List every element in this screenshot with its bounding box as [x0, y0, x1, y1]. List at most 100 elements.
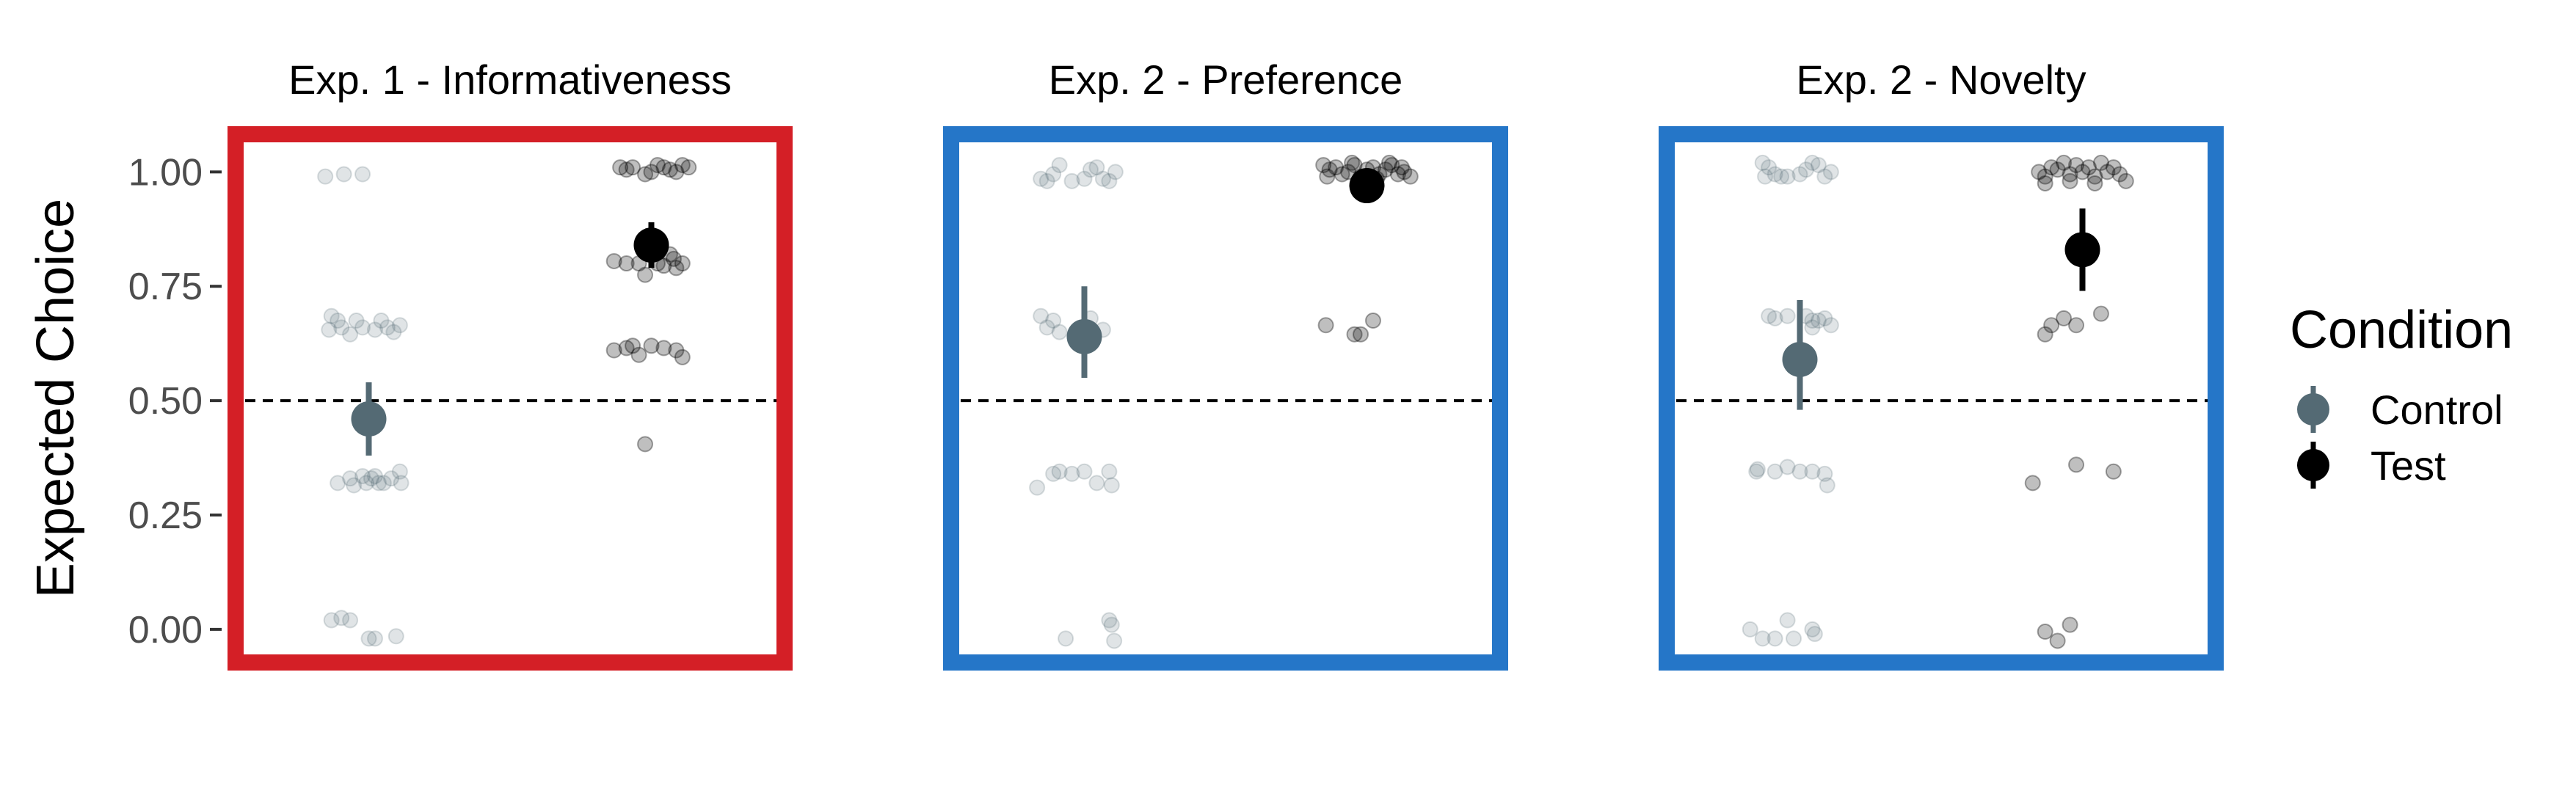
data-point	[1038, 172, 1055, 189]
data-point	[2037, 624, 2053, 640]
data-point	[1340, 164, 1357, 180]
data-point	[655, 159, 672, 176]
y-tick-label: 1.00	[128, 151, 203, 194]
data-point	[1797, 161, 1814, 178]
data-point	[668, 164, 685, 180]
data-point	[366, 630, 383, 647]
data-point	[674, 348, 691, 365]
data-point	[391, 463, 408, 480]
data-point	[655, 340, 672, 357]
data-point	[665, 250, 682, 267]
data-point	[354, 319, 371, 336]
data-point	[1076, 463, 1093, 480]
data-point	[1029, 479, 1046, 496]
data-point	[668, 260, 685, 277]
data-point	[2086, 168, 2103, 185]
data-point	[373, 313, 390, 329]
data-point	[385, 324, 402, 340]
data-point	[605, 252, 622, 269]
data-point	[1791, 166, 1808, 183]
data-point	[1767, 463, 1783, 480]
data-point	[1107, 164, 1124, 180]
data-point	[317, 168, 334, 185]
data-point	[643, 337, 660, 354]
data-point	[2086, 175, 2103, 191]
data-point	[649, 157, 666, 173]
panel-border	[1659, 126, 2224, 671]
y-tick-label: 0.00	[128, 609, 203, 651]
mean-point	[1782, 342, 1818, 377]
data-point	[2037, 175, 2053, 191]
data-point	[2074, 164, 2091, 180]
data-point	[1377, 161, 1394, 178]
data-point	[2068, 157, 2085, 173]
data-point	[2092, 305, 2109, 322]
data-point	[1791, 463, 1808, 480]
data-point	[321, 321, 338, 338]
data-point	[1317, 317, 1334, 334]
panel-title: Exp. 1 - Informativeness	[288, 56, 732, 103]
data-point	[1396, 164, 1413, 180]
panel-title: Exp. 2 - Preference	[1049, 56, 1402, 103]
data-point	[1344, 154, 1361, 171]
data-point	[2049, 161, 2066, 178]
data-point	[1389, 166, 1406, 183]
legend-label: Test	[2371, 442, 2446, 489]
data-point	[2105, 463, 2122, 480]
data-point	[1822, 317, 1839, 334]
data-point	[1748, 463, 1765, 480]
data-point	[655, 258, 672, 274]
data-point	[618, 340, 635, 357]
data-point	[637, 436, 654, 453]
data-point	[1804, 319, 1821, 336]
data-point	[630, 346, 647, 363]
data-point	[1393, 159, 1410, 176]
data-point	[348, 313, 365, 329]
data-point	[680, 159, 697, 176]
legend-key-dot	[2297, 393, 2329, 426]
data-point	[2099, 164, 2116, 180]
mean-point	[1349, 168, 1385, 204]
mean-point	[2064, 232, 2100, 268]
data-point	[358, 475, 375, 492]
data-point	[354, 166, 371, 183]
data-point	[1810, 313, 1827, 329]
y-tick-label: 0.50	[128, 380, 203, 423]
data-point	[1786, 630, 1802, 647]
data-point	[2068, 317, 2085, 334]
panel-title: Exp. 2 - Novelty	[1796, 56, 2086, 103]
data-point	[1819, 477, 1835, 494]
data-point	[674, 157, 691, 173]
data-point	[1804, 313, 1821, 329]
data-point	[1082, 161, 1099, 178]
data-point	[2092, 154, 2109, 171]
data-point	[1103, 616, 1120, 633]
data-point	[2031, 164, 2048, 180]
data-point	[342, 326, 359, 343]
data-point	[643, 164, 660, 180]
data-point	[333, 319, 350, 336]
data-point	[1346, 326, 1363, 343]
data-point	[371, 475, 388, 492]
data-point	[1767, 310, 1783, 326]
data-point	[382, 470, 399, 487]
mean-point	[633, 227, 669, 263]
data-point	[375, 475, 392, 492]
data-point	[391, 317, 408, 334]
data-point	[1334, 166, 1350, 183]
data-point	[1804, 463, 1821, 480]
data-point	[1816, 310, 1833, 326]
data-point	[388, 628, 404, 645]
data-point	[1742, 621, 1758, 638]
data-point	[330, 475, 346, 492]
panel-border	[943, 126, 1508, 671]
data-point	[1103, 477, 1120, 494]
data-point	[1094, 170, 1111, 187]
data-point	[2062, 616, 2078, 633]
data-point	[1328, 159, 1345, 176]
data-point	[1033, 307, 1049, 324]
data-point	[1761, 307, 1778, 324]
data-point	[354, 468, 371, 484]
data-point	[1779, 307, 1796, 324]
